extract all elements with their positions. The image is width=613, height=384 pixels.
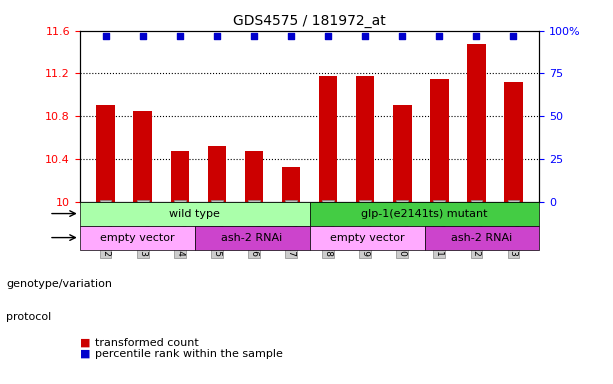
Text: transformed count: transformed count (95, 338, 199, 348)
Bar (96, 106, 115, 202)
Text: glp-1(e2141ts) mutant: glp-1(e2141ts) mutant (361, 209, 488, 218)
Bar (319, 76, 337, 202)
Text: GSM756617: GSM756617 (286, 202, 295, 257)
Bar (430, 79, 449, 202)
Point (138, 33, 148, 39)
Bar (208, 146, 226, 202)
Text: ■: ■ (80, 349, 90, 359)
Point (101, 33, 110, 39)
Point (323, 33, 333, 39)
Text: GSM756613: GSM756613 (138, 202, 147, 257)
Text: GSM756614: GSM756614 (175, 202, 185, 257)
Text: GSM756621: GSM756621 (435, 202, 444, 257)
Bar (134, 111, 152, 202)
Text: GSM756619: GSM756619 (360, 202, 370, 257)
Point (249, 33, 259, 39)
Point (286, 33, 296, 39)
FancyBboxPatch shape (195, 225, 310, 250)
Text: ■: ■ (80, 338, 90, 348)
Text: ash-2 RNAi: ash-2 RNAi (221, 233, 283, 243)
Text: GSM756622: GSM756622 (472, 202, 481, 257)
Point (509, 33, 519, 39)
Point (360, 33, 370, 39)
Text: protocol: protocol (6, 312, 51, 322)
Text: empty vector: empty vector (330, 233, 405, 243)
Text: GSM756616: GSM756616 (249, 202, 259, 257)
FancyBboxPatch shape (310, 225, 424, 250)
FancyBboxPatch shape (424, 225, 539, 250)
Point (471, 33, 481, 39)
Text: GSM756623: GSM756623 (509, 202, 518, 257)
Text: GSM756620: GSM756620 (398, 202, 407, 257)
Text: ash-2 RNAi: ash-2 RNAi (451, 233, 512, 243)
FancyBboxPatch shape (310, 202, 539, 225)
Point (175, 33, 185, 39)
Bar (393, 106, 411, 202)
Text: empty vector: empty vector (100, 233, 175, 243)
Point (435, 33, 444, 39)
Point (397, 33, 407, 39)
Text: percentile rank within the sample: percentile rank within the sample (95, 349, 283, 359)
Text: GSM756615: GSM756615 (212, 202, 221, 257)
Bar (356, 76, 375, 202)
Bar (282, 167, 300, 202)
Point (212, 33, 222, 39)
Title: GDS4575 / 181972_at: GDS4575 / 181972_at (233, 14, 386, 28)
Bar (504, 82, 523, 202)
Text: wild type: wild type (169, 209, 220, 218)
FancyBboxPatch shape (80, 225, 195, 250)
FancyBboxPatch shape (80, 202, 310, 225)
Bar (245, 151, 263, 202)
Bar (467, 43, 485, 202)
Text: genotype/variation: genotype/variation (6, 279, 112, 289)
Bar (170, 151, 189, 202)
Text: GSM756612: GSM756612 (101, 202, 110, 257)
Text: GSM756618: GSM756618 (324, 202, 333, 257)
